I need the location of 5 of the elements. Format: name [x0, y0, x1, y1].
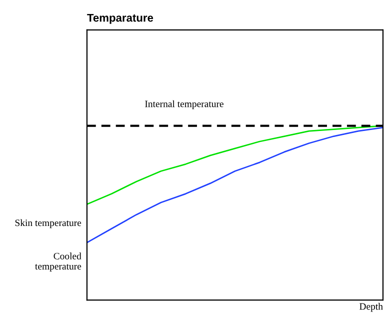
- chart-title: Temparature: [87, 14, 154, 24]
- x-axis-title: Depth: [360, 302, 383, 312]
- series-label: Cooled temperature: [35, 252, 82, 272]
- series-label: Skin temperature: [15, 219, 82, 228]
- ref-line-label: Internal temperature: [145, 100, 224, 110]
